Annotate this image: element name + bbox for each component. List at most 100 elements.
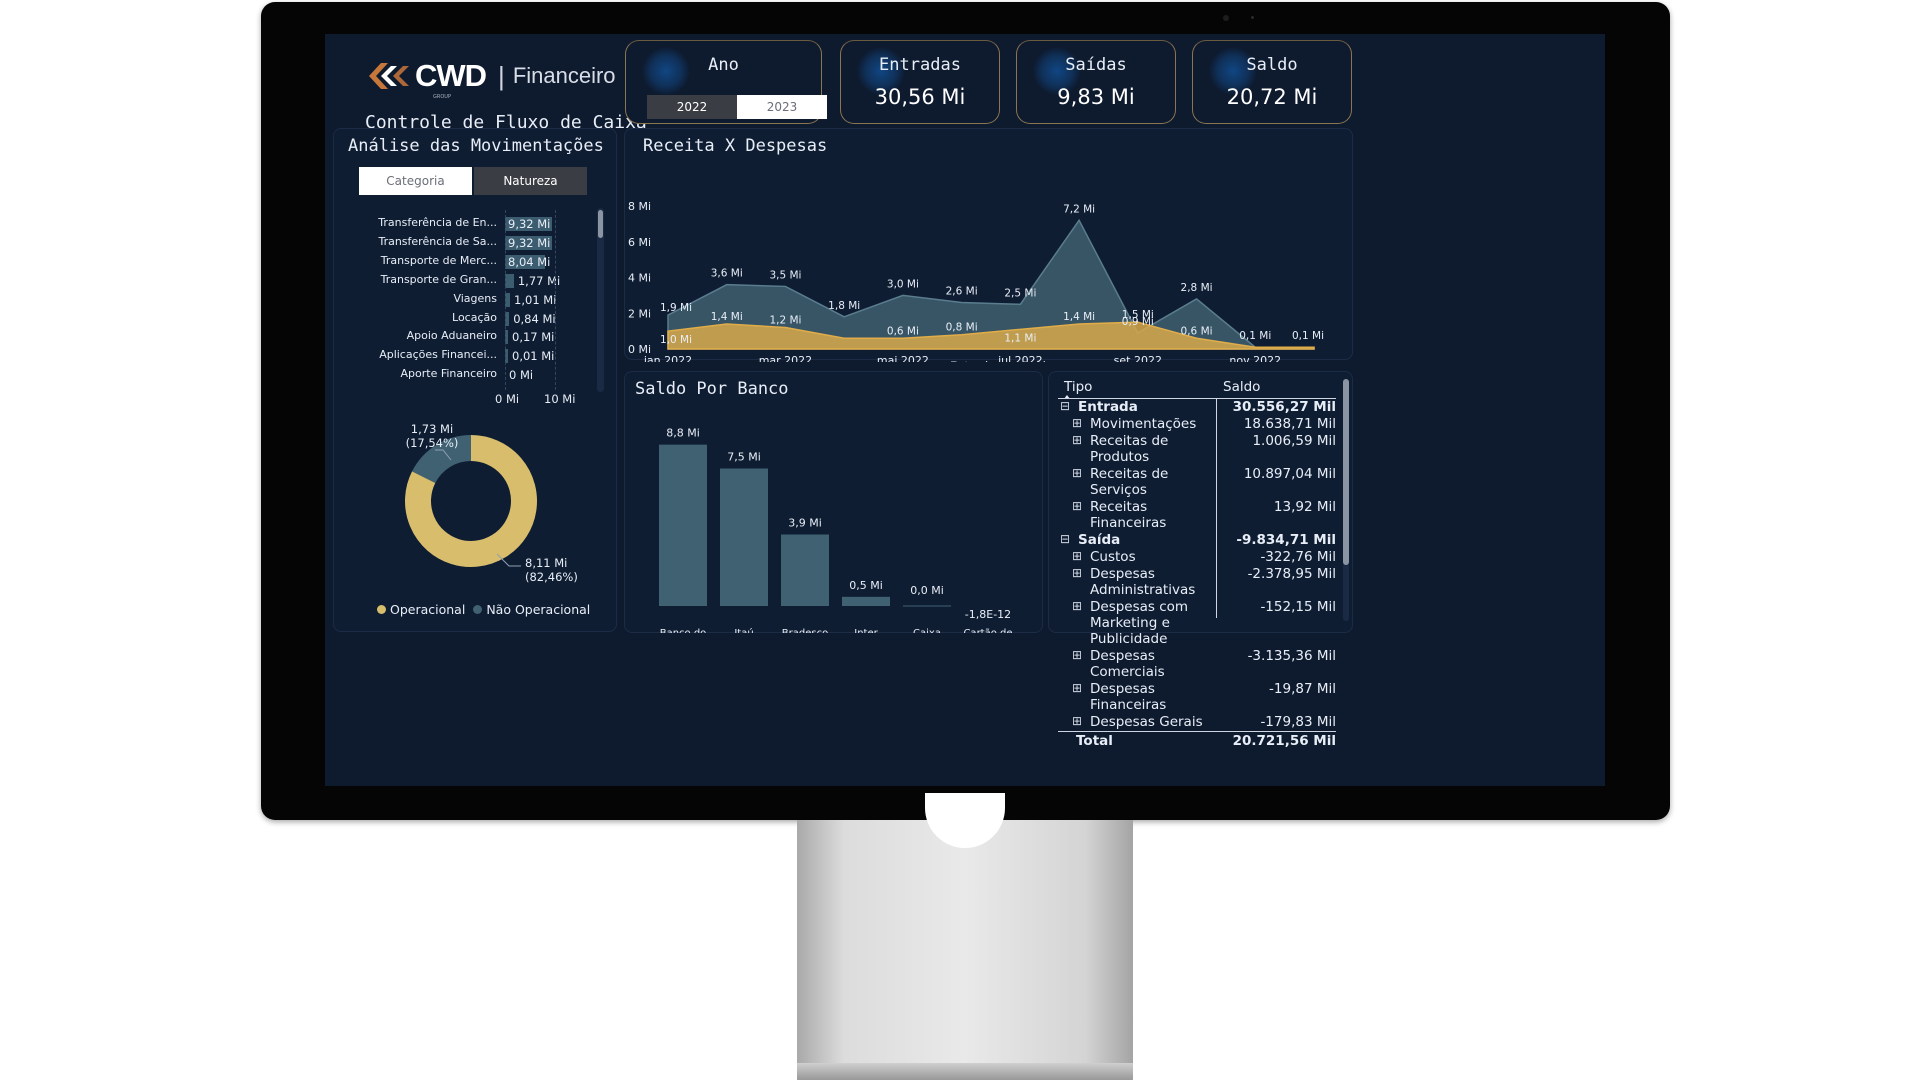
expand-collapse-icon[interactable]: ⊞ <box>1072 433 1083 447</box>
matrix-row-label: Despesas Gerais <box>1090 714 1203 730</box>
y-tick-label: 0 Mi <box>628 343 651 356</box>
bar-value-label: 0,01 Mi <box>512 349 555 364</box>
axis-tick-10: 10 Mi <box>544 392 576 406</box>
matrix-row-label: Custos <box>1090 549 1136 565</box>
x-tick-label: set 2022 <box>1114 354 1162 362</box>
kpi-value: 20,72 Mi <box>1226 85 1318 109</box>
module-name: Financeiro <box>512 63 616 88</box>
page-title: Controle de Fluxo de Caixa <box>365 112 647 133</box>
bar-category-label: Transferência de Sa... <box>378 234 497 248</box>
data-label-Entrada: 3,6 Mi <box>711 268 743 280</box>
toggle-categoria[interactable]: Categoria <box>359 167 472 195</box>
bar-value-label: 1,77 Mi <box>517 273 561 288</box>
bar-category-label: Apoio Aduaneiro <box>406 329 497 343</box>
scrollbar-thumb[interactable] <box>598 210 603 238</box>
bank-bar-value-label: 0,5 Mi <box>849 579 883 592</box>
donut-label-nonop-value: 1,73 Mi <box>410 422 454 436</box>
bar-mark <box>505 217 552 231</box>
year-option-2023[interactable]: 2023 <box>737 95 827 119</box>
donut-label-nonop: 1,73 Mi (17,54%) <box>401 422 463 450</box>
card-glow <box>857 47 905 95</box>
matrix-column-divider <box>1216 398 1217 618</box>
bar-mark <box>505 311 510 326</box>
donut-label-op: 8,11 Mi (82,46%) <box>525 556 578 584</box>
matrix-header-tipo: Tipo <box>1064 379 1093 395</box>
donut-label-op-value: 8,11 Mi <box>525 556 568 570</box>
bar-value-label: 0 Mi <box>509 368 534 383</box>
kpi-value: 9,83 Mi <box>1057 85 1135 109</box>
donut-slice-1 <box>412 435 472 484</box>
year-filter-card: Ano 2022 2023 <box>625 40 827 124</box>
legend-label-Saídas: Saídas <box>1021 359 1059 362</box>
bank-category-label: Cartão de <box>963 628 1012 633</box>
matrix-row-value: 13,92 Mil <box>1273 499 1336 515</box>
brand-sub: GROUP <box>433 94 451 100</box>
bank-bar <box>720 468 768 606</box>
kpi-title: Entradas <box>879 55 961 75</box>
sort-ascending-icon[interactable] <box>1064 395 1070 399</box>
bank-bar-value-label: 8,8 Mi <box>666 427 700 440</box>
year-option-2022[interactable]: 2022 <box>647 95 737 119</box>
matrix-row-value: -9.834,71 Mil <box>1236 532 1336 548</box>
data-label-Entrada: 0,9 Mi <box>1122 316 1154 328</box>
data-label-Saídas: 1,5 Mi <box>1122 309 1154 321</box>
data-label-Saídas: 1,2 Mi <box>769 315 801 327</box>
matrix-total-value: 20.721,56 Mil <box>1232 733 1336 749</box>
bank-category-label: Caixa <box>913 628 941 633</box>
monitor-stand-base <box>797 1063 1133 1080</box>
bank-bar <box>781 534 829 606</box>
matrix-row-label: Despesas com Marketing e Publicidade <box>1090 599 1189 647</box>
bar-mark <box>505 235 552 250</box>
kpi-title: Saldo <box>1246 55 1298 75</box>
donut-legend: Operacional Não Operacional <box>377 602 590 617</box>
expand-collapse-icon[interactable]: ⊟ <box>1060 532 1071 546</box>
bar-mark <box>505 292 511 307</box>
matrix-row-label: Receitas de Produtos <box>1090 433 1169 465</box>
revenue-expense-title: Receita X Despesas <box>643 136 828 156</box>
matrix-scrollbar-thumb[interactable] <box>1343 379 1349 565</box>
card-glow <box>642 47 690 95</box>
data-label-Entrada: 2,6 Mi <box>946 286 978 298</box>
scrollbar-track[interactable] <box>597 208 604 392</box>
data-label-Saídas: 1,1 Mi <box>1004 332 1036 344</box>
expand-collapse-icon[interactable]: ⊞ <box>1072 681 1083 695</box>
expand-collapse-icon[interactable]: ⊟ <box>1060 399 1071 413</box>
matrix-row-value: -2.378,95 Mil <box>1247 566 1336 582</box>
matrix-scrollbar[interactable] <box>1343 379 1349 621</box>
expand-collapse-icon[interactable]: ⊞ <box>1072 648 1083 662</box>
legend-label-operacional: Operacional <box>390 602 466 617</box>
data-label-Entrada: 2,5 Mi <box>1004 287 1036 299</box>
bar-value-label: 0,17 Mi <box>512 330 555 345</box>
bank-category-label: Bradesco <box>782 628 828 633</box>
donut-slice-0 <box>405 435 537 567</box>
bank-bar <box>659 444 707 606</box>
matrix-row-value: 18.638,71 Mil <box>1243 416 1336 432</box>
expand-collapse-icon[interactable]: ⊞ <box>1072 599 1083 613</box>
toggle-natureza[interactable]: Natureza <box>474 167 587 195</box>
donut-label-op-pct: (82,46%) <box>525 570 578 584</box>
matrix-row-label: Receitas Financeiras <box>1090 499 1167 531</box>
matrix-row-value: -3.135,36 Mil <box>1247 648 1336 664</box>
expand-collapse-icon[interactable]: ⊞ <box>1072 466 1083 480</box>
leader-line-nonop <box>435 449 452 461</box>
revenue-expense-chart: 0 Mi 2 Mi 4 Mi 6 Mi 8 Mi 1,9 Mi 3,6 Mi 3,5 Mi 1,… <box>628 200 1324 362</box>
bar-value-label: 1,01 Mi <box>514 292 557 307</box>
bar-category-label: Locação <box>452 310 497 324</box>
matrix-row-value: 10.897,04 Mil <box>1243 466 1336 482</box>
expand-collapse-icon[interactable]: ⊞ <box>1072 549 1083 563</box>
data-label-Saídas: 0,6 Mi <box>1181 325 1213 337</box>
matrix-row-value: -152,15 Mil <box>1260 599 1336 615</box>
expand-collapse-icon[interactable]: ⊞ <box>1072 566 1083 580</box>
x-tick-label: mar 2022 <box>759 354 812 362</box>
matrix-row-label: Entrada <box>1078 399 1138 415</box>
expand-collapse-icon[interactable]: ⊞ <box>1072 714 1083 728</box>
data-label-Entrada: 3,0 Mi <box>887 278 919 290</box>
matrix-total-divider <box>1058 731 1336 732</box>
matrix-row-label: Saída <box>1078 532 1121 548</box>
matrix-row-label: Movimentações <box>1090 416 1197 432</box>
expand-collapse-icon[interactable]: ⊞ <box>1072 499 1083 513</box>
matrix-total-label: Total <box>1076 733 1113 749</box>
matrix-header-divider <box>1058 398 1336 399</box>
data-label-Entrada: 7,2 Mi <box>1063 203 1095 215</box>
expand-collapse-icon[interactable]: ⊞ <box>1072 416 1083 430</box>
